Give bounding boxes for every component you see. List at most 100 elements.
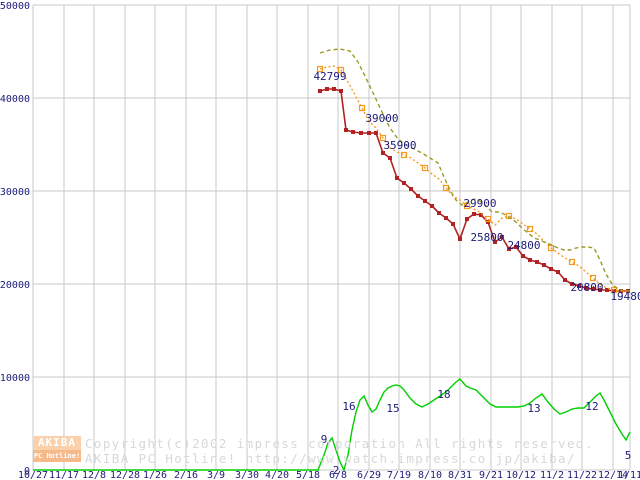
x-tick-label: 12/14 xyxy=(598,470,628,480)
x-tick-label: 1/26 xyxy=(143,470,167,480)
series-marker xyxy=(367,131,371,135)
series-marker xyxy=(472,212,476,216)
series-marker xyxy=(556,270,560,274)
data-point-label: 18 xyxy=(437,388,450,401)
series-marker xyxy=(458,237,462,241)
y-tick-label: 40000 xyxy=(0,94,30,105)
series-marker xyxy=(437,211,441,215)
y-axis-tick-labels: 0 10000 20000 30000 40000 50000 xyxy=(0,1,30,477)
data-point-label: 2 xyxy=(333,464,340,477)
series-marker xyxy=(505,212,513,220)
series-marker xyxy=(549,267,553,271)
series-marker xyxy=(379,134,387,142)
series-marker xyxy=(568,258,576,266)
series-marker xyxy=(444,216,448,220)
series-marker xyxy=(589,274,597,282)
x-tick-label: 10/27 xyxy=(18,470,48,480)
series-marker xyxy=(577,284,581,288)
series-marker xyxy=(351,130,355,134)
series-marker xyxy=(430,204,434,208)
x-tick-label: 3/30 xyxy=(235,470,259,480)
series-marker xyxy=(409,187,413,191)
series-line-volume-green xyxy=(33,378,631,472)
chart-series-layer xyxy=(33,48,631,472)
series-marker xyxy=(493,240,497,244)
series-marker xyxy=(570,282,574,286)
series-marker xyxy=(542,263,546,267)
series-marker xyxy=(610,286,618,294)
x-tick-label: 7/19 xyxy=(387,470,411,480)
series-marker xyxy=(591,287,595,291)
series-marker xyxy=(563,278,567,282)
series-marker xyxy=(359,131,363,135)
series-marker xyxy=(451,222,455,226)
series-marker xyxy=(479,213,483,217)
y-tick-label: 20000 xyxy=(0,280,30,291)
series-marker xyxy=(598,288,602,292)
series-marker xyxy=(612,289,616,293)
data-point-label: 29900 xyxy=(463,197,496,210)
y-tick-label: 30000 xyxy=(0,187,30,198)
x-tick-label: 8/31 xyxy=(448,470,472,480)
y-tick-label: 0 xyxy=(24,466,30,477)
series-marker xyxy=(400,151,408,159)
data-point-label: 20800 xyxy=(570,281,603,294)
series-marker xyxy=(423,199,427,203)
data-point-label: 15 xyxy=(386,402,399,415)
x-axis-tick-labels: 10/27 11/17 12/8 12/28 1/26 2/16 3/9 3/30 4/20 5/… xyxy=(18,470,640,480)
data-point-label: 25800 xyxy=(470,231,503,244)
series-line-price-mid-orange xyxy=(319,65,628,292)
y-tick-label: 50000 xyxy=(0,1,30,12)
series-marker xyxy=(316,65,324,73)
series-marker xyxy=(381,151,385,155)
series-marker xyxy=(395,176,399,180)
series-marker xyxy=(500,235,504,239)
series-marker xyxy=(416,194,420,198)
x-tick-label: 11/2 xyxy=(540,470,564,480)
series-marker xyxy=(344,128,348,132)
series-marker xyxy=(325,87,329,91)
chart-gridlines xyxy=(32,4,631,471)
x-tick-label: 6/8 xyxy=(329,470,347,480)
data-point-label: 13 xyxy=(527,402,540,415)
series-marker xyxy=(421,164,429,172)
series-marker xyxy=(318,89,322,93)
x-tick-label: 10/12 xyxy=(506,470,536,480)
x-tick-label: 2/16 xyxy=(174,470,198,480)
data-point-label: 35900 xyxy=(383,139,416,152)
y-tick-label: 10000 xyxy=(0,373,30,384)
data-point-label: 12 xyxy=(585,400,598,413)
series-line-price-high-olive xyxy=(319,48,630,292)
x-tick-label: 3/9 xyxy=(207,470,225,480)
series-marker xyxy=(339,89,343,93)
data-point-labels: 42799 39000 35900 29900 25800 24800 20800 19480… xyxy=(313,70,640,477)
x-tick-label: 12/28 xyxy=(110,470,140,480)
data-point-label: 24800 xyxy=(507,239,540,252)
series-marker xyxy=(507,247,511,251)
x-tick-label: 6/29 xyxy=(357,470,381,480)
series-marker xyxy=(528,258,532,262)
x-tick-label: 5/18 xyxy=(296,470,320,480)
data-point-label: 39000 xyxy=(365,112,398,125)
series-marker xyxy=(465,217,469,221)
x-tick-label: 8/10 xyxy=(418,470,442,480)
series-marker xyxy=(584,286,588,290)
x-tick-label: 11/22 xyxy=(567,470,597,480)
series-marker xyxy=(514,245,518,249)
x-tick-label: 9/21 xyxy=(479,470,503,480)
x-tick-label: 1/11 xyxy=(618,470,640,480)
series-marker xyxy=(605,288,609,292)
data-point-label: 42799 xyxy=(313,70,346,83)
x-tick-label: 12/8 xyxy=(82,470,106,480)
series-marker xyxy=(388,156,392,160)
series-marker xyxy=(337,66,345,74)
series-marker xyxy=(463,202,471,210)
data-point-label: 5 xyxy=(625,449,632,462)
series-marker xyxy=(526,225,534,233)
series-marker xyxy=(484,215,492,223)
series-marker xyxy=(358,104,366,112)
series-marker xyxy=(547,244,555,252)
series-marker xyxy=(374,131,378,135)
